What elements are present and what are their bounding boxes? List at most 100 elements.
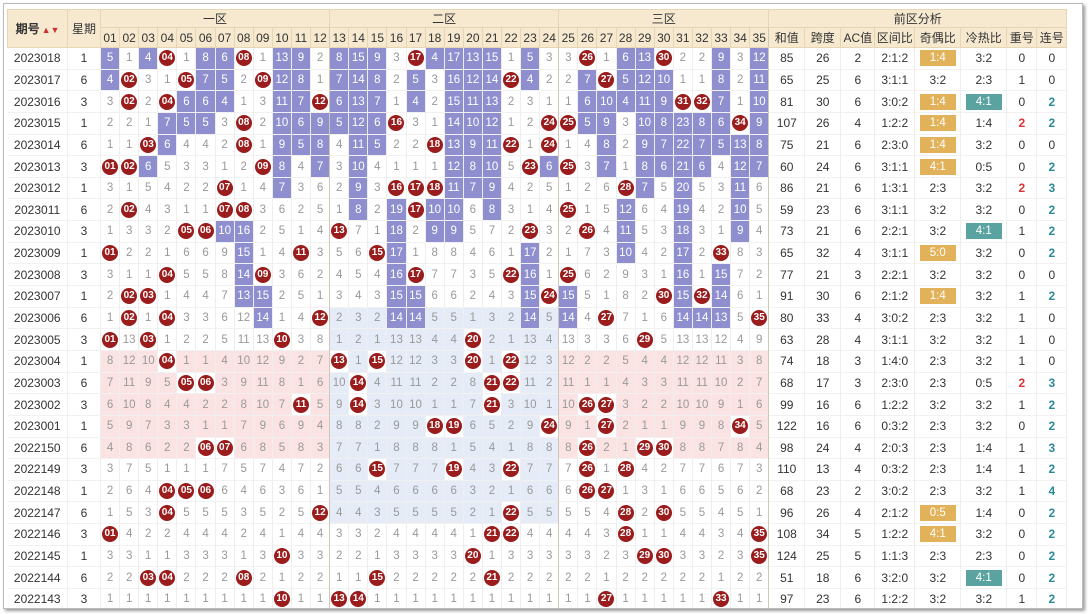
- omission-cell: 3: [425, 69, 445, 91]
- omission-cell: 5: [157, 372, 178, 394]
- omission-cell: 3: [386, 47, 407, 70]
- omission-cell: 1: [272, 523, 292, 546]
- issue-header[interactable]: 期号 ▲▼: [7, 9, 68, 48]
- omission-cell: 1: [635, 307, 655, 329]
- drawn-ball: 12: [312, 310, 329, 326]
- stat-rep: 1: [1006, 328, 1038, 351]
- stat-hc: 4:1: [960, 90, 1008, 113]
- stat-ac: 4: [840, 112, 876, 135]
- stat-span: 16: [804, 393, 842, 416]
- ball-cell: 27: [596, 393, 617, 416]
- omission-cell: 9: [673, 415, 693, 438]
- omission-cell: 7: [425, 263, 445, 286]
- omission-cell: 2: [386, 566, 407, 589]
- omission-cell: 1: [234, 588, 254, 608]
- omission-cell: 4: [291, 155, 312, 178]
- drawn-ball: 26: [579, 483, 596, 500]
- omission-cell: 3: [539, 220, 560, 243]
- omission-cell: 12: [711, 328, 732, 351]
- omission-cell: 3: [234, 501, 254, 524]
- stat-hc: 3:2: [960, 588, 1008, 608]
- omission-cell: 3: [558, 47, 579, 70]
- omission-cell: 1: [386, 155, 407, 178]
- drawn-ball: 08: [235, 201, 252, 218]
- stat-ac: 4: [840, 307, 876, 329]
- omission-cell: 6: [425, 285, 445, 308]
- omission-cell: 3: [577, 328, 598, 351]
- week-cell: 6: [67, 69, 101, 91]
- ratio-tag: 4:1: [965, 93, 1002, 110]
- omission-cell: 5: [157, 155, 178, 178]
- stat-oe: 2:3: [914, 350, 962, 373]
- stat-rep: 1: [1006, 350, 1038, 373]
- omission-cell: 13: [234, 285, 254, 308]
- omission-cell: 8: [692, 437, 713, 459]
- ball-cell: 31: [673, 90, 693, 113]
- omission-cell: 5: [749, 198, 770, 221]
- omission-cell: 2: [367, 523, 388, 546]
- stat-lian: 2: [1036, 285, 1068, 308]
- omission-cell: 11: [406, 372, 426, 394]
- omission-cell: 4: [215, 90, 235, 113]
- omission-cell: 3: [138, 501, 159, 524]
- omission-cell: 4: [577, 134, 598, 156]
- stat-span: 26: [804, 112, 842, 135]
- omission-cell: 4: [635, 350, 655, 373]
- omission-cell: 6: [711, 112, 732, 135]
- omission-cell: 10: [444, 198, 464, 221]
- stat-zone: 2:2:1: [874, 263, 916, 286]
- omission-cell: 2: [386, 134, 407, 156]
- ball-cell: 30: [654, 47, 674, 70]
- ball-cell: 29: [635, 545, 655, 567]
- draw-row: 2023002 3 6 10 8 4 4 2 2 8 10 7 11 5 9 14 3 10 10 1 1 7 21 3 10 1…: [7, 393, 1068, 416]
- stat-sum: 73: [768, 220, 806, 243]
- omission-cell: 2: [119, 112, 140, 135]
- ball-cell: 02: [119, 155, 140, 178]
- ball-cell: 01: [100, 155, 121, 178]
- omission-cell: 3: [520, 545, 541, 567]
- omission-cell: 1: [501, 47, 522, 70]
- omission-cell: 6: [348, 458, 369, 481]
- omission-cell: 1: [425, 155, 445, 178]
- omission-cell: 1: [310, 588, 331, 608]
- omission-cell: 3: [329, 285, 350, 308]
- omission-cell: 4: [425, 47, 445, 70]
- omission-cell: 11: [730, 177, 751, 199]
- omission-cell: 3: [310, 545, 331, 567]
- ball-cell: 04: [157, 307, 178, 329]
- stat-lian: 0: [1036, 134, 1068, 156]
- stat-oe: 0:5: [914, 501, 962, 524]
- omission-cell: 6: [386, 480, 407, 502]
- omission-cell: 1: [100, 501, 121, 524]
- stat-rep: 1: [1006, 588, 1038, 608]
- week-cell: 6: [67, 134, 101, 156]
- drawn-ball: 35: [751, 310, 768, 326]
- omission-cell: 2: [234, 155, 254, 178]
- stat-hc: 3:2: [960, 480, 1008, 502]
- stat-lian: 2: [1036, 458, 1068, 481]
- stat-hc: 4:1: [960, 566, 1008, 589]
- omission-cell: 2: [673, 47, 693, 70]
- omission-cell: 1: [367, 545, 388, 567]
- omission-cell: 9: [635, 134, 655, 156]
- omission-cell: 7: [463, 177, 483, 199]
- omission-cell: 6: [406, 480, 426, 502]
- omission-cell: 2: [520, 112, 541, 135]
- omission-cell: 5: [444, 307, 464, 329]
- omission-cell: 4: [367, 155, 388, 178]
- drawn-ball: 04: [159, 310, 176, 326]
- stat-hc: 3:2: [960, 307, 1008, 329]
- stat-rep: 0: [1006, 134, 1038, 156]
- ball-cell: 27: [596, 307, 617, 329]
- stat-span: 23: [804, 198, 842, 221]
- week-cell: 1: [67, 350, 101, 373]
- omission-cell: 5: [406, 501, 426, 524]
- sort-icon[interactable]: ▲▼: [41, 25, 60, 35]
- omission-cell: 1: [138, 588, 159, 608]
- omission-cell: 4: [463, 458, 483, 481]
- omission-cell: 4: [711, 501, 732, 524]
- drawn-ball: 27: [598, 418, 615, 435]
- draw-row: 2023010 3 1 3 3 2 05 06 10 16 2 5 1 4 13 7 1 18 2 9 9 5 7 2 23 3 2…: [7, 220, 1068, 243]
- trend-table: 期号 ▲▼ 星期 一区 二区 三区 前区分析 01 02 03 04 05 06 07 08 09…: [7, 9, 1068, 608]
- stat-span: 21: [804, 263, 842, 286]
